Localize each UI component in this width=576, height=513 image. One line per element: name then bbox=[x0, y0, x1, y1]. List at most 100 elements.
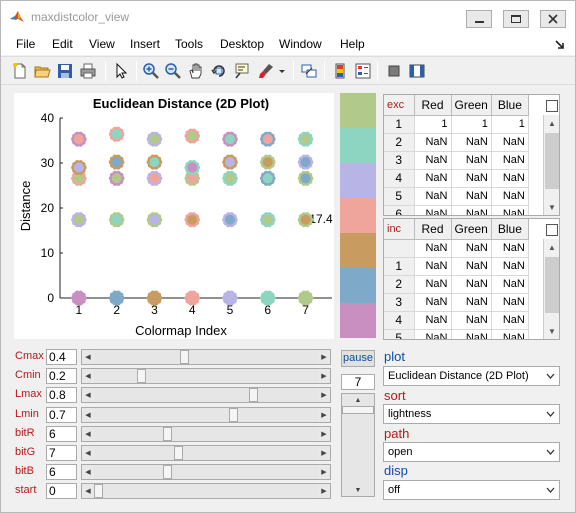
pause-slider[interactable]: ▲ ▼ bbox=[341, 393, 375, 497]
distance-chart[interactable]: Euclidean Distance (2D Plot) Distance Co… bbox=[14, 93, 334, 339]
param-slider-bitb[interactable]: ◀ ▶ bbox=[81, 464, 331, 481]
table-cell[interactable]: NaN bbox=[414, 293, 452, 312]
show-plot-tools-icon[interactable] bbox=[408, 62, 426, 80]
table-cell[interactable]: NaN bbox=[491, 293, 529, 312]
slider-left-icon[interactable]: ◀ bbox=[85, 411, 91, 419]
column-header[interactable]: Green bbox=[451, 95, 492, 116]
legend-icon[interactable] bbox=[354, 62, 372, 80]
maximize-button[interactable] bbox=[503, 10, 529, 28]
param-slider-start[interactable]: ◀ ▶ bbox=[81, 483, 331, 500]
open-folder-icon[interactable] bbox=[33, 62, 51, 80]
table-cell[interactable]: NaN bbox=[414, 169, 452, 188]
table-cell[interactable]: NaN bbox=[451, 133, 492, 152]
menu-tools[interactable]: Tools bbox=[175, 37, 204, 51]
inc-scroll-thumb[interactable] bbox=[545, 257, 559, 313]
slider-left-icon[interactable]: ◀ bbox=[85, 354, 91, 361]
slider-right-icon[interactable]: ▶ bbox=[321, 488, 327, 496]
table-cell[interactable]: NaN bbox=[451, 205, 492, 215]
inc-select-all-checkbox[interactable] bbox=[544, 222, 559, 238]
scroll-up-icon[interactable]: ▲ bbox=[548, 242, 556, 252]
slider-knob[interactable] bbox=[248, 388, 258, 403]
slider-left-icon[interactable]: ◀ bbox=[85, 392, 91, 400]
menu-window[interactable]: Window bbox=[279, 37, 322, 51]
scroll-up-icon[interactable]: ▲ bbox=[548, 118, 556, 128]
slider-right-icon[interactable]: ▶ bbox=[321, 373, 327, 381]
table-cell[interactable]: NaN bbox=[451, 187, 492, 206]
table-cell[interactable]: NaN bbox=[491, 329, 529, 339]
table-cell[interactable]: NaN bbox=[491, 311, 529, 330]
param-field-bitr[interactable]: 6 bbox=[46, 425, 77, 442]
column-header[interactable]: Blue bbox=[491, 219, 529, 240]
param-slider-bitg[interactable]: ◀ ▶ bbox=[81, 445, 331, 461]
column-header[interactable]: Green bbox=[451, 219, 492, 240]
brush-dropdown-icon[interactable] bbox=[277, 62, 287, 80]
pointer-icon[interactable] bbox=[112, 62, 130, 80]
slider-knob[interactable] bbox=[94, 484, 103, 499]
slider-track[interactable] bbox=[94, 446, 318, 460]
slider-left-icon[interactable]: ◀ bbox=[85, 469, 91, 477]
slider-right-icon[interactable]: ▶ bbox=[321, 411, 327, 419]
minimize-button[interactable] bbox=[466, 10, 492, 28]
slider-track[interactable] bbox=[94, 484, 318, 499]
sort-dropdown[interactable]: lightness bbox=[383, 404, 560, 424]
slider-right-icon[interactable]: ▶ bbox=[321, 392, 327, 400]
table-cell[interactable]: NaN bbox=[491, 187, 529, 206]
table-cell[interactable]: NaN bbox=[451, 169, 492, 188]
table-cell[interactable]: NaN bbox=[414, 133, 452, 152]
table-cell[interactable]: NaN bbox=[451, 257, 492, 276]
pan-icon[interactable] bbox=[187, 62, 205, 80]
scroll-down-icon[interactable]: ▼ bbox=[548, 202, 556, 212]
table-cell[interactable]: NaN bbox=[491, 275, 529, 294]
menu-help[interactable]: Help bbox=[340, 37, 365, 51]
zoom-out-icon[interactable] bbox=[164, 62, 182, 80]
table-cell[interactable]: 1 bbox=[491, 115, 529, 134]
slider-right-icon[interactable]: ▶ bbox=[321, 450, 327, 457]
table-cell[interactable]: NaN bbox=[414, 329, 452, 339]
hide-plot-tools-icon[interactable] bbox=[385, 62, 403, 80]
table-cell[interactable]: NaN bbox=[414, 311, 452, 330]
slider-left-icon[interactable]: ◀ bbox=[85, 373, 91, 381]
new-file-icon[interactable] bbox=[11, 62, 29, 80]
inc-table-scrollbar[interactable]: ▲ ▼ bbox=[543, 239, 559, 339]
table-cell[interactable]: NaN bbox=[414, 205, 452, 215]
table-cell[interactable]: NaN bbox=[414, 151, 452, 170]
param-field-cmax[interactable]: 0.4 bbox=[46, 349, 77, 365]
slider-track[interactable] bbox=[94, 465, 318, 480]
param-slider-lmin[interactable]: ◀ ▶ bbox=[81, 406, 331, 423]
slider-track[interactable] bbox=[94, 407, 318, 422]
slider-knob[interactable] bbox=[162, 465, 172, 480]
scroll-down-icon[interactable]: ▼ bbox=[548, 326, 556, 336]
param-slider-lmax[interactable]: ◀ ▶ bbox=[81, 387, 331, 404]
table-cell[interactable]: NaN bbox=[414, 187, 452, 206]
plot-dropdown[interactable]: Euclidean Distance (2D Plot) bbox=[383, 366, 560, 386]
menu-file[interactable]: File bbox=[16, 37, 36, 51]
menu-insert[interactable]: Insert bbox=[130, 37, 161, 51]
table-cell[interactable]: NaN bbox=[491, 169, 529, 188]
save-icon[interactable] bbox=[56, 62, 74, 80]
table-cell[interactable]: NaN bbox=[491, 133, 529, 152]
table-cell[interactable]: 1 bbox=[451, 115, 492, 134]
table-cell[interactable]: NaN bbox=[491, 151, 529, 170]
table-cell[interactable]: NaN bbox=[451, 329, 492, 339]
slider-knob[interactable] bbox=[229, 407, 239, 422]
table-cell[interactable]: NaN bbox=[451, 151, 492, 170]
param-slider-cmin[interactable]: ◀ ▶ bbox=[81, 368, 331, 385]
table-cell[interactable]: NaN bbox=[414, 275, 452, 294]
param-field-lmin[interactable]: 0.7 bbox=[46, 406, 77, 423]
slider-left-icon[interactable]: ◀ bbox=[85, 488, 91, 496]
table-cell[interactable]: NaN bbox=[414, 239, 452, 258]
brush-icon[interactable] bbox=[257, 62, 275, 80]
slider-knob[interactable] bbox=[173, 446, 183, 460]
disp-dropdown[interactable]: off bbox=[383, 480, 560, 500]
slider-track[interactable] bbox=[94, 369, 318, 384]
menu-view[interactable]: View bbox=[89, 37, 115, 51]
zoom-in-icon[interactable] bbox=[142, 62, 160, 80]
param-field-bitb[interactable]: 6 bbox=[46, 464, 77, 481]
column-header[interactable]: Blue bbox=[491, 95, 529, 116]
slider-track[interactable] bbox=[94, 426, 318, 441]
param-field-lmax[interactable]: 0.8 bbox=[46, 387, 77, 404]
table-cell[interactable]: NaN bbox=[491, 257, 529, 276]
column-header[interactable]: Red bbox=[414, 219, 452, 240]
slider-knob[interactable] bbox=[180, 350, 189, 364]
slider-up-icon[interactable]: ▲ bbox=[354, 396, 362, 404]
